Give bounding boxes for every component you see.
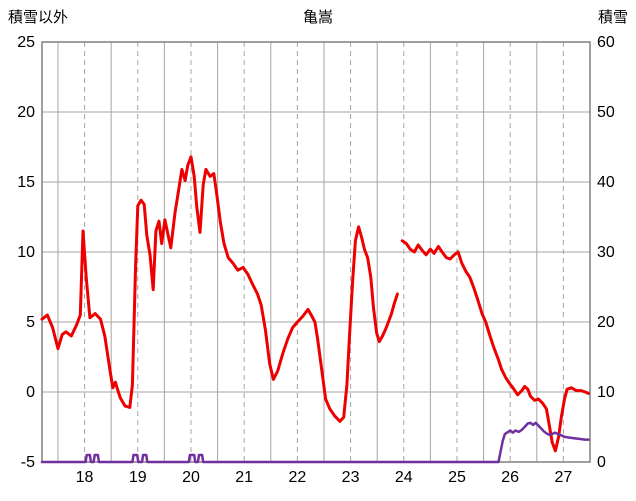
right-axis-title: 積雪	[597, 9, 628, 26]
x-axis-tick-label: 20	[182, 469, 200, 486]
left-axis-title: 積雪以外	[8, 9, 69, 26]
right-axis-tick-label: 10	[597, 384, 615, 401]
x-axis-tick-label: 19	[129, 469, 147, 486]
right-axis-tick-label: 0	[597, 454, 606, 471]
series-line-0	[40, 155, 590, 453]
x-axis-tick-label: 26	[501, 469, 519, 486]
x-axis-tick-label: 27	[554, 469, 572, 486]
x-axis-tick-label: 23	[342, 469, 360, 486]
left-axis-tick-label: -5	[21, 454, 35, 471]
series-line-1	[40, 421, 590, 464]
left-axis-tick-label: 15	[17, 174, 35, 191]
chart-title: 亀嵩	[302, 9, 333, 26]
right-axis-tick-label: 50	[597, 104, 615, 121]
left-axis-tick-label: 25	[17, 34, 35, 51]
left-axis-tick-label: 5	[26, 314, 35, 331]
right-axis-tick-label: 40	[597, 174, 615, 191]
left-axis-tick-label: 20	[17, 104, 35, 121]
x-axis-tick-label: 25	[448, 469, 466, 486]
left-axis-tick-label: 10	[17, 244, 35, 261]
right-axis-tick-label: 60	[597, 34, 615, 51]
x-axis-tick-label: 24	[395, 469, 413, 486]
right-axis-tick-label: 30	[597, 244, 615, 261]
left-axis-tick-label: 0	[26, 384, 35, 401]
x-axis-tick-label: 22	[288, 469, 306, 486]
x-axis-tick-label: 18	[76, 469, 94, 486]
x-axis-tick-label: 21	[235, 469, 253, 486]
right-axis-tick-label: 20	[597, 314, 615, 331]
